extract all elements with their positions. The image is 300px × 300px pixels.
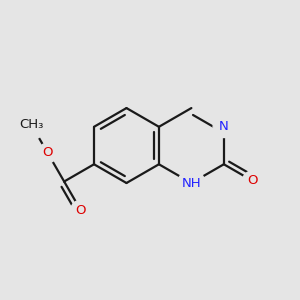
Text: O: O [247, 174, 258, 187]
Circle shape [243, 171, 262, 190]
Circle shape [16, 109, 46, 140]
Text: N: N [219, 120, 229, 133]
Circle shape [178, 169, 205, 196]
Circle shape [213, 116, 235, 137]
Text: O: O [42, 146, 53, 160]
Text: O: O [75, 204, 86, 217]
Circle shape [38, 143, 58, 163]
Text: NH: NH [182, 176, 201, 190]
Text: CH₃: CH₃ [19, 118, 44, 131]
Circle shape [71, 200, 91, 220]
